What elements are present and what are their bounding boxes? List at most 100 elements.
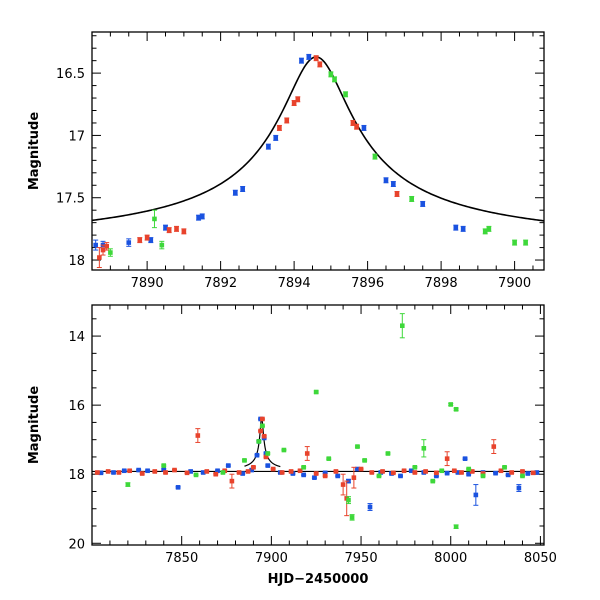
- model-curve: [92, 56, 544, 222]
- plot-area: [92, 313, 544, 529]
- data-point-blue: [93, 242, 98, 248]
- data-point-blue: [233, 190, 238, 196]
- data-point-red: [263, 454, 269, 460]
- data-point-blue: [196, 215, 201, 220]
- data-point-green: [152, 216, 157, 222]
- data-point-red: [333, 469, 339, 474]
- data-point-blue: [299, 58, 304, 63]
- data-point-blue: [273, 135, 279, 141]
- data-point-red: [304, 451, 310, 456]
- data-point-green: [161, 463, 167, 468]
- data-point-red: [491, 444, 497, 449]
- data-point-green: [256, 439, 262, 444]
- data-point-blue: [226, 463, 231, 468]
- data-point-red: [260, 416, 265, 422]
- data-point-blue: [453, 225, 459, 230]
- data-point-blue: [420, 201, 426, 207]
- data-point-green: [346, 497, 351, 503]
- data-point-red: [358, 466, 364, 472]
- full-light-curve-panel: 7850 7900 7950 8000 8050 14 16 18 20 Magnitude HJD…: [27, 304, 557, 587]
- y-tick-label: 18: [68, 254, 85, 269]
- data-point-green: [400, 323, 405, 329]
- data-point-red: [351, 475, 357, 480]
- data-point-blue: [121, 468, 127, 474]
- data-point-red: [258, 428, 263, 434]
- data-point-blue: [148, 237, 154, 243]
- data-point-blue: [455, 470, 461, 475]
- data-point-red: [509, 470, 515, 475]
- y-tick-label: 20: [68, 537, 85, 552]
- model-curve: [244, 417, 281, 468]
- data-point-green: [265, 451, 271, 456]
- plot-frame: [91, 304, 545, 546]
- data-point-blue: [367, 504, 373, 510]
- x-tick-label: 8050: [524, 551, 557, 566]
- y-axis-label: Magnitude: [27, 386, 42, 465]
- data-point-red: [354, 124, 359, 130]
- data-point-green: [448, 402, 454, 407]
- data-point-blue: [145, 468, 150, 474]
- data-point-green: [159, 242, 165, 248]
- data-point-green: [242, 458, 247, 463]
- x-tick-label: 7850: [165, 551, 198, 566]
- data-point-red: [284, 118, 290, 123]
- data-point-blue: [493, 470, 498, 476]
- x-tick-label: 7896: [351, 276, 384, 291]
- data-point-red: [380, 469, 385, 474]
- data-point-red: [317, 62, 323, 67]
- data-point-blue: [306, 54, 312, 60]
- data-point-red: [401, 468, 407, 474]
- data-point-green: [193, 472, 199, 478]
- data-point-green: [125, 482, 131, 487]
- data-point-green: [520, 473, 525, 479]
- data-point-red: [166, 227, 172, 233]
- data-point-red: [279, 470, 285, 475]
- data-point-red: [195, 433, 201, 438]
- data-point-blue: [505, 472, 511, 478]
- data-point-red: [229, 478, 235, 484]
- data-point-red: [172, 467, 177, 473]
- data-point-blue: [265, 463, 271, 468]
- data-point-red: [163, 470, 168, 475]
- data-point-green: [372, 154, 378, 159]
- data-point-red: [394, 191, 400, 197]
- x-tick-label: 7898: [425, 276, 458, 291]
- data-point-blue: [215, 468, 220, 474]
- data-point-blue: [240, 471, 245, 476]
- data-point-blue: [391, 181, 396, 187]
- data-point-red: [251, 465, 256, 470]
- data-point-green: [376, 473, 382, 479]
- y-tick-label: 16: [68, 399, 85, 414]
- data-point-blue: [175, 485, 181, 490]
- y-tick-label: 17.5: [56, 192, 85, 207]
- data-point-green: [482, 229, 488, 234]
- data-point-green: [512, 240, 517, 245]
- data-point-green: [439, 468, 445, 474]
- data-point-blue: [188, 469, 193, 474]
- data-point-red: [444, 456, 450, 461]
- data-point-green: [343, 92, 348, 97]
- data-point-green: [332, 77, 337, 82]
- data-point-blue: [249, 467, 254, 473]
- data-point-green: [502, 465, 507, 470]
- data-point-blue: [335, 473, 341, 479]
- data-point-red: [181, 229, 187, 234]
- data-point-red: [297, 468, 303, 474]
- data-point-red: [245, 469, 251, 474]
- data-point-red: [213, 471, 219, 477]
- data-point-red: [295, 96, 301, 102]
- data-point-red: [350, 120, 356, 126]
- data-point-green: [260, 423, 265, 429]
- data-point-blue: [444, 470, 450, 476]
- data-point-red: [270, 466, 276, 472]
- data-point-blue: [312, 475, 317, 480]
- data-point-green: [409, 196, 415, 202]
- data-point-blue: [355, 466, 360, 472]
- data-point-blue: [549, 239, 554, 244]
- data-point-blue: [398, 473, 403, 479]
- data-point-blue: [466, 471, 471, 477]
- data-point-red: [174, 226, 179, 232]
- data-point-red: [97, 255, 102, 260]
- data-point-red: [184, 470, 190, 476]
- data-point-green: [453, 524, 459, 529]
